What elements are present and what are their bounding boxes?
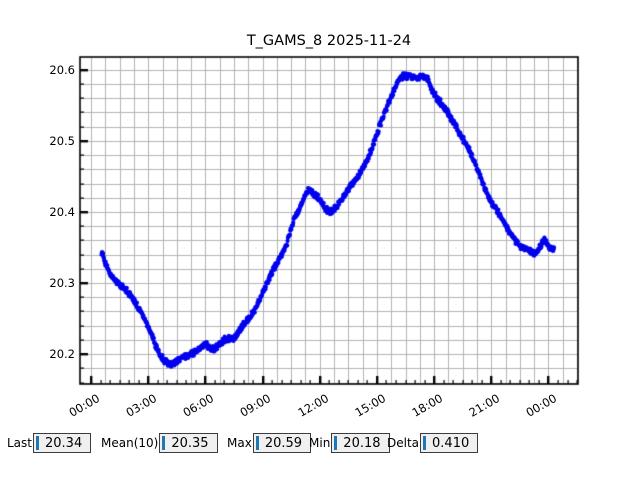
stat-max-field[interactable]: 20.59 xyxy=(252,433,312,453)
stat-min-label: Min xyxy=(309,436,331,450)
stat-delta-value[interactable]: 0.410 xyxy=(432,435,470,451)
stats-row: Last 20.34 Mean(10) 20.35 Max 20.59 Min xyxy=(0,431,640,457)
stat-delta-field[interactable]: 0.410 xyxy=(420,433,479,453)
text-caret xyxy=(334,436,338,450)
text-caret xyxy=(36,436,39,450)
stat-max-label: Max xyxy=(227,436,252,450)
stat-last-field[interactable]: 20.34 xyxy=(33,433,92,453)
text-caret xyxy=(423,436,427,450)
stat-min: Min 20.18 xyxy=(309,431,390,455)
y-tick-label: 20.3 xyxy=(49,276,75,291)
stat-max: Max 20.59 xyxy=(227,431,312,455)
text-caret xyxy=(255,436,259,450)
stat-delta-label: Delta xyxy=(387,436,420,450)
stat-last-value[interactable]: 20.34 xyxy=(45,435,83,451)
stat-min-field[interactable]: 20.18 xyxy=(331,433,390,453)
stat-last-label: Last xyxy=(7,436,32,450)
stat-mean-field[interactable]: 20.35 xyxy=(159,433,218,453)
y-tick-label: 20.4 xyxy=(49,204,75,219)
stat-mean-label: Mean(10) xyxy=(101,436,159,450)
y-tick-label: 20.6 xyxy=(49,62,75,77)
stat-min-value[interactable]: 20.18 xyxy=(343,435,381,451)
stat-last: Last 20.34 xyxy=(7,431,92,455)
stat-mean-value[interactable]: 20.35 xyxy=(171,435,209,451)
stat-delta: Delta 0.410 xyxy=(387,431,479,455)
y-tick-label: 20.5 xyxy=(49,133,75,148)
text-caret xyxy=(162,436,166,450)
y-tick-label: 20.2 xyxy=(49,347,75,362)
stat-max-value[interactable]: 20.59 xyxy=(264,435,303,451)
stat-mean: Mean(10) 20.35 xyxy=(101,431,218,455)
